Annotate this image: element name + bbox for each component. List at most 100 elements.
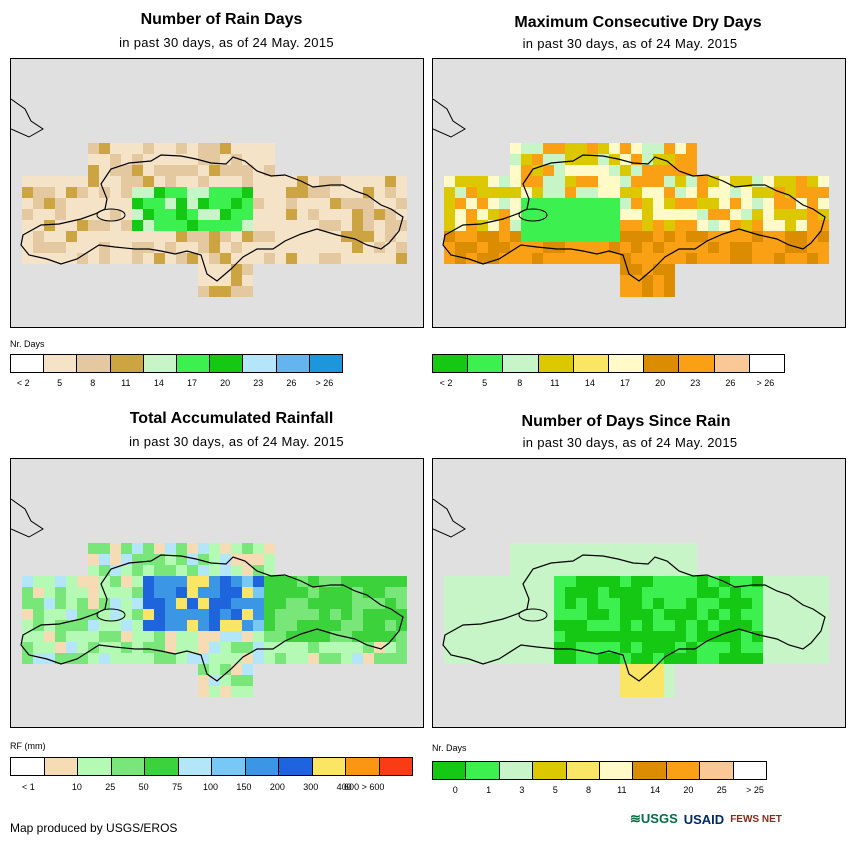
grid-cell xyxy=(763,220,774,231)
grid-cell xyxy=(620,620,631,631)
grid-cell xyxy=(818,198,829,209)
grid-cell xyxy=(143,642,154,653)
legend-tick-label: 1 xyxy=(486,785,492,795)
grid-cell xyxy=(220,176,231,187)
grid-cell xyxy=(209,598,220,609)
grid-cell xyxy=(532,631,543,642)
grid-cell xyxy=(242,642,253,653)
legend-swatch xyxy=(312,758,346,775)
grid-cell xyxy=(554,620,565,631)
grid-cell xyxy=(264,598,275,609)
grid-cell xyxy=(499,220,510,231)
grid-cell xyxy=(209,154,220,165)
grid-cell xyxy=(642,209,653,220)
grid-cell xyxy=(220,598,231,609)
grid-cell xyxy=(587,565,598,576)
grid-cell xyxy=(385,187,396,198)
grid-cell xyxy=(763,242,774,253)
grid-cell xyxy=(532,154,543,165)
grid-cell xyxy=(609,631,620,642)
legend-tick-label: 23 xyxy=(253,378,264,388)
grid-cell xyxy=(730,609,741,620)
grid-cell xyxy=(176,609,187,620)
grid-cell xyxy=(308,587,319,598)
grid-cell xyxy=(587,242,598,253)
grid-cell xyxy=(374,187,385,198)
grid-cell xyxy=(198,631,209,642)
grid-cell xyxy=(242,609,253,620)
grid-cell xyxy=(675,209,686,220)
grid-cell xyxy=(730,253,741,264)
grid-cell xyxy=(785,231,796,242)
grid-cell xyxy=(752,609,763,620)
grid-cell xyxy=(198,220,209,231)
panel4-legend xyxy=(432,761,767,780)
grid-cell xyxy=(231,675,242,686)
grid-cell xyxy=(675,598,686,609)
grid-cell xyxy=(187,631,198,642)
grid-cell xyxy=(187,187,198,198)
legend-swatch xyxy=(733,762,767,779)
grid-cell xyxy=(253,187,264,198)
legend-tick-label: 25 xyxy=(105,782,116,792)
grid-cell xyxy=(675,231,686,242)
grid-cell xyxy=(154,609,165,620)
panel4-map xyxy=(432,458,846,728)
grid-cell xyxy=(55,642,66,653)
grid-cell xyxy=(587,543,598,554)
grid-cell xyxy=(741,620,752,631)
grid-cell xyxy=(374,242,385,253)
grid-cell xyxy=(565,242,576,253)
grid-cell xyxy=(521,253,532,264)
grid-cell xyxy=(741,209,752,220)
grid-cell xyxy=(565,576,576,587)
grid-cell xyxy=(818,653,829,664)
grid-cell xyxy=(253,543,264,554)
grid-cell xyxy=(363,631,374,642)
grid-cell xyxy=(198,231,209,242)
grid-cell xyxy=(33,642,44,653)
legend-swatch xyxy=(433,355,469,372)
grid-cell xyxy=(565,198,576,209)
grid-cell xyxy=(275,642,286,653)
grid-cell xyxy=(132,220,143,231)
grid-cell xyxy=(198,264,209,275)
grid-cell xyxy=(598,176,609,187)
grid-cell xyxy=(488,176,499,187)
grid-cell xyxy=(532,176,543,187)
grid-cell xyxy=(286,176,297,187)
grid-cell xyxy=(165,642,176,653)
grid-cell xyxy=(374,209,385,220)
grid-cell xyxy=(33,620,44,631)
grid-cell xyxy=(66,209,77,220)
panel3-title: Total Accumulated Rainfall xyxy=(129,410,334,427)
grid-cell xyxy=(708,209,719,220)
grid-cell xyxy=(653,176,664,187)
grid-cell xyxy=(532,220,543,231)
grid-cell xyxy=(576,242,587,253)
grid-cell xyxy=(165,209,176,220)
grid-cell xyxy=(499,242,510,253)
grid-cell xyxy=(209,176,220,187)
grid-cell xyxy=(455,242,466,253)
grid-cell xyxy=(198,620,209,631)
grid-cell xyxy=(576,631,587,642)
grid-cell xyxy=(642,264,653,275)
grid-cell xyxy=(642,631,653,642)
grid-cell xyxy=(554,598,565,609)
grid-cell xyxy=(719,187,730,198)
grid-cell xyxy=(132,620,143,631)
grid-cell xyxy=(730,642,741,653)
grid-cell xyxy=(363,576,374,587)
legend-tick-label: 3 xyxy=(519,785,525,795)
grid-cell xyxy=(385,209,396,220)
grid-cell xyxy=(341,598,352,609)
grid-cell xyxy=(598,209,609,220)
grid-cell xyxy=(220,253,231,264)
grid-cell xyxy=(209,264,220,275)
grid-cell xyxy=(774,198,785,209)
grid-cell xyxy=(565,565,576,576)
grid-cell xyxy=(631,242,642,253)
grid-cell xyxy=(198,675,209,686)
grid-cell xyxy=(532,620,543,631)
